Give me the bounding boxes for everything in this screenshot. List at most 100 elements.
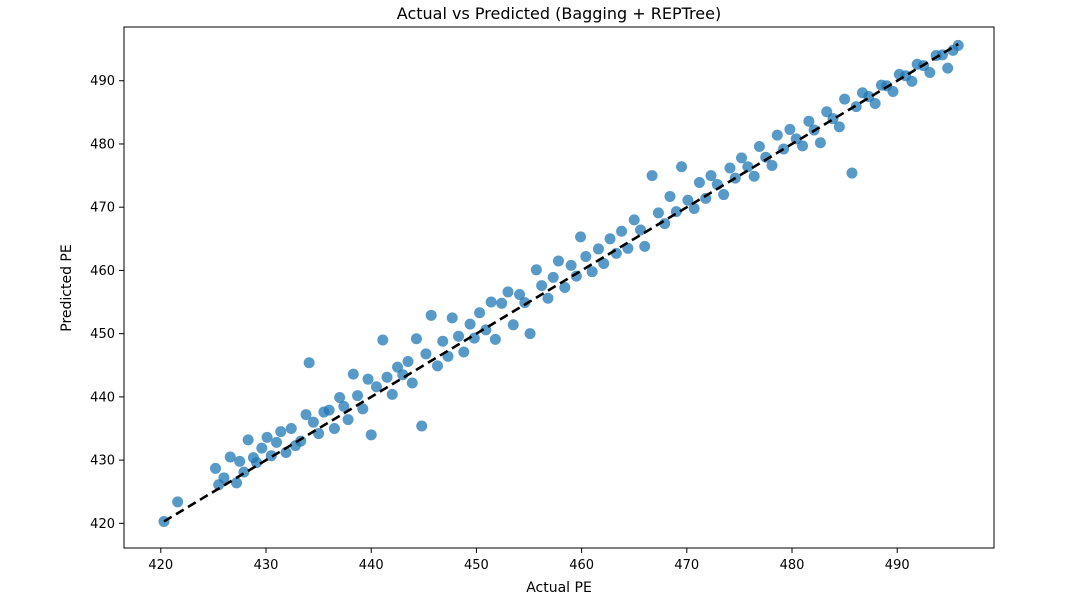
y-tick-label: 480: [90, 137, 115, 152]
reference-line: [163, 42, 959, 523]
reference-line-layer: [163, 42, 959, 523]
scatter-point: [760, 151, 772, 163]
y-tick-label: 430: [90, 454, 115, 469]
scatter-point: [338, 400, 350, 412]
x-tick-label: 480: [780, 558, 805, 573]
scatter-point: [748, 170, 760, 182]
scatter-point: [814, 137, 826, 149]
scatter-point: [559, 282, 571, 293]
scatter-point: [628, 214, 640, 226]
scatter-point: [797, 140, 809, 152]
scatter-point: [347, 368, 359, 380]
scatter-point: [766, 159, 778, 171]
scatter-point: [218, 472, 230, 484]
y-tick-label: 460: [90, 264, 115, 279]
scatter-point: [256, 442, 268, 454]
scatter-point: [342, 414, 354, 426]
scatter-point: [580, 251, 592, 263]
scatter-point: [771, 129, 783, 141]
scatter-point: [464, 318, 476, 330]
scatter-point: [172, 496, 184, 508]
scatter-point: [300, 409, 312, 421]
scatter-point: [446, 312, 458, 324]
scatter-point: [453, 330, 465, 342]
scatter-point: [821, 106, 833, 118]
scatter-point: [231, 477, 243, 489]
scatter-point: [652, 207, 664, 219]
scatter-point: [285, 423, 297, 434]
y-tick-label: 420: [90, 517, 115, 532]
scatter-point: [381, 371, 393, 383]
scatter-point: [280, 447, 292, 459]
scatter-point: [942, 62, 954, 74]
y-tick-label: 490: [90, 74, 115, 89]
x-tick-label: 450: [464, 558, 489, 573]
y-tick-label: 470: [90, 201, 115, 216]
scatter-point: [265, 450, 277, 462]
scatter-point: [530, 264, 542, 276]
scatter-point: [474, 307, 486, 319]
x-tick-label: 440: [359, 558, 384, 573]
scatter-point: [468, 332, 480, 344]
x-tick-label: 420: [148, 558, 173, 573]
scatter-point: [507, 319, 519, 331]
scatter-point: [906, 75, 918, 87]
scatter-point: [377, 334, 389, 346]
scatter-point: [646, 170, 658, 182]
plot-frame: [123, 26, 995, 549]
scatter-point: [386, 388, 398, 400]
y-axis-ticks: 420 430 440 450 460 470 480 490: [90, 74, 124, 532]
scatter-point: [334, 392, 346, 404]
x-tick-label: 460: [569, 558, 594, 573]
scatter-point: [458, 346, 470, 358]
scatter-point: [839, 93, 851, 105]
x-tick-label: 490: [885, 558, 910, 573]
scatter-point: [502, 286, 514, 298]
scatter-point: [742, 161, 754, 173]
scatter-point: [542, 292, 554, 304]
scatter-point: [416, 420, 428, 432]
scatter-point: [524, 328, 536, 340]
scatter-point: [639, 240, 651, 252]
y-tick-label: 440: [90, 390, 115, 405]
scatter-point: [425, 309, 437, 321]
scatter-point: [575, 231, 587, 243]
scatter-point: [242, 434, 254, 446]
scatter-point: [362, 373, 374, 385]
scatter-point: [352, 390, 364, 402]
scatter-point: [536, 280, 548, 292]
scatter-point: [846, 167, 858, 179]
scatter-point: [323, 404, 335, 416]
scatter-point: [485, 296, 497, 308]
scatter-point: [676, 161, 688, 173]
scatter-point: [420, 348, 432, 360]
scatter-point: [402, 355, 414, 367]
scatter-point: [784, 123, 796, 135]
scatter-point: [753, 141, 765, 152]
scatter-point: [803, 115, 815, 127]
y-tick-label: 450: [90, 327, 115, 342]
scatter-point: [261, 431, 273, 443]
x-axis-label: Actual PE: [526, 580, 592, 596]
scatter-point: [586, 266, 598, 278]
scatter-point: [271, 436, 283, 448]
scatter-point: [598, 257, 610, 269]
scatter-point: [693, 177, 705, 189]
scatter-point: [307, 416, 319, 428]
scatter-point: [616, 225, 628, 237]
scatter-point: [370, 381, 382, 393]
scatter-point: [869, 98, 881, 110]
x-axis-ticks: 420 430 440 450 460 470 480 490: [148, 548, 910, 573]
scatter-point: [682, 194, 694, 206]
chart-title: Actual vs Predicted (Bagging + REPTree): [397, 4, 721, 23]
scatter-point: [688, 202, 700, 214]
scatter-point: [406, 377, 418, 389]
scatter-point: [275, 426, 287, 438]
scatter-point: [724, 162, 736, 174]
scatter-point: [547, 271, 559, 283]
scatter-point: [718, 189, 730, 201]
scatter-point: [604, 233, 616, 245]
scatter-point: [833, 121, 845, 133]
